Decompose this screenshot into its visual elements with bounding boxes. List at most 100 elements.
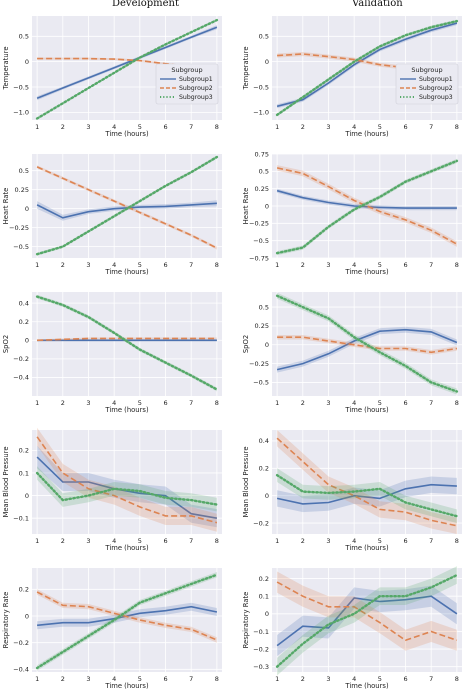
legend-label-subgroup2: Subgroup2 — [419, 85, 453, 92]
x-tick-label: 7 — [189, 675, 193, 683]
x-tick-label: 7 — [429, 537, 433, 545]
confidence-band-subgroup2 — [277, 430, 457, 534]
x-tick-label: 3 — [326, 537, 330, 545]
column-title-development: Development — [112, 0, 179, 9]
y-axis-label: Respiratory Rate — [242, 592, 250, 649]
series-line-subgroup3 — [275, 294, 459, 393]
panel-1-1: 1 2 3 4 5 6 7 8 −0.75 −0.5 −0.25 0 0.25 0.5 0.75 Time (… — [242, 150, 462, 276]
x-tick-label: 1 — [275, 123, 279, 131]
y-axis-label: SpO2 — [2, 335, 10, 353]
series-line-subgroup1 — [276, 189, 457, 209]
x-tick-label: 7 — [429, 675, 433, 683]
series-line-subgroup3 — [35, 155, 219, 256]
x-tick-label: 2 — [301, 675, 305, 683]
confidence-band-subgroup3 — [37, 466, 217, 512]
legend-label-subgroup1: Subgroup1 — [179, 76, 213, 83]
x-axis-label: Time (hours) — [104, 406, 149, 414]
y-tick-label: 0.2 — [259, 465, 269, 473]
x-tick-label: 6 — [403, 675, 407, 683]
x-tick-label: 2 — [301, 537, 305, 545]
x-tick-label: 4 — [352, 123, 356, 131]
x-axis-label: Time (hours) — [344, 406, 389, 414]
x-tick-label: 1 — [35, 399, 39, 407]
x-tick-label: 4 — [112, 261, 116, 269]
x-axis-label: Time (hours) — [344, 682, 389, 690]
y-tick-label: 0.1 — [259, 593, 269, 601]
series-line-subgroup2 — [277, 53, 457, 75]
x-tick-label: 6 — [163, 261, 167, 269]
x-tick-label: 7 — [429, 399, 433, 407]
x-tick-label: 1 — [35, 537, 39, 545]
y-tick-label: 0.25 — [255, 322, 269, 330]
x-tick-label: 5 — [378, 123, 382, 131]
x-tick-label: 3 — [86, 123, 90, 131]
y-tick-label: −0.2 — [13, 355, 29, 363]
series-line-subgroup3 — [35, 573, 219, 670]
legend-title: Subgroup — [411, 66, 442, 74]
series-line-subgroup3 — [275, 573, 459, 668]
legend-title: Subgroup — [171, 66, 202, 74]
y-tick-label: 0.5 — [259, 33, 269, 41]
x-tick-label: 1 — [275, 399, 279, 407]
x-tick-label: 8 — [215, 537, 219, 545]
y-axis-label: Mean Blood Pressure — [2, 446, 10, 517]
x-tick-label: 8 — [455, 261, 459, 269]
y-axis-label: Temperature — [242, 46, 250, 90]
panel-3-0: 1 2 3 4 5 6 7 8 −0.1 0 0.1 0.2 Time (hours) Mean Bloo… — [2, 427, 222, 552]
series-line-subgroup2 — [37, 337, 217, 342]
y-tick-label: −0.25 — [249, 220, 269, 228]
x-tick-label: 8 — [455, 399, 459, 407]
x-tick-label: 5 — [378, 399, 382, 407]
x-tick-label: 6 — [403, 123, 407, 131]
panel-background — [32, 154, 222, 258]
legend: Subgroup Subgroup1 Subgroup2 Subgroup3 — [155, 63, 219, 105]
panel-4-1: 1 2 3 4 5 6 7 8 −0.3 −0.2 −0.1 0 0.1 0.2 Time (hours) R… — [242, 566, 462, 690]
x-tick-label: 5 — [138, 537, 142, 545]
x-tick-label: 7 — [189, 537, 193, 545]
y-tick-label: −0.5 — [253, 237, 269, 245]
x-tick-label: 2 — [301, 399, 305, 407]
x-tick-label: 1 — [35, 261, 39, 269]
y-tick-label: 0.5 — [259, 303, 269, 311]
x-tick-label: 6 — [403, 261, 407, 269]
x-tick-label: 4 — [352, 537, 356, 545]
y-tick-label: −0.3 — [253, 663, 269, 671]
y-tick-label: −0.2 — [13, 639, 29, 647]
series-line-subgroup1 — [276, 22, 458, 108]
y-tick-label: −0.1 — [13, 514, 29, 522]
y-tick-label: 0.2 — [19, 447, 29, 455]
x-tick-label: 2 — [301, 123, 305, 131]
y-tick-label: −0.5 — [13, 83, 29, 91]
x-tick-label: 7 — [189, 399, 193, 407]
y-tick-label: −0.2 — [253, 645, 269, 653]
y-tick-label: −0.4 — [13, 374, 29, 382]
x-tick-label: 4 — [112, 399, 116, 407]
x-tick-label: 4 — [352, 261, 356, 269]
x-tick-label: 8 — [455, 537, 459, 545]
x-axis-label: Time (hours) — [344, 130, 389, 138]
panel-background — [272, 430, 462, 534]
series-line-subgroup1 — [276, 328, 458, 371]
x-tick-label: 3 — [86, 261, 90, 269]
legend-label-subgroup3: Subgroup3 — [179, 94, 213, 101]
y-tick-label: −1.0 — [13, 109, 29, 117]
series-line-subgroup1 — [276, 595, 458, 647]
legend-box — [395, 63, 459, 105]
y-tick-label: −0.4 — [13, 666, 29, 674]
series-line-subgroup3 — [35, 295, 219, 391]
y-tick-label: −0.25 — [9, 224, 29, 232]
x-tick-label: 8 — [215, 261, 219, 269]
series-line-subgroup3 — [275, 474, 459, 518]
y-tick-label: 0.75 — [255, 150, 269, 158]
series-line-subgroup2 — [36, 436, 218, 524]
x-tick-label: 3 — [326, 675, 330, 683]
x-tick-label: 8 — [455, 123, 459, 131]
panel-2-0: 1 2 3 4 5 6 7 8 −0.4 −0.2 0 0.2 0.4 Time (hours) SpO2 — [2, 292, 222, 414]
x-tick-label: 5 — [378, 675, 382, 683]
series-line-subgroup2 — [36, 591, 218, 641]
x-tick-label: 3 — [326, 123, 330, 131]
x-tick-label: 6 — [163, 123, 167, 131]
x-tick-label: 2 — [61, 537, 65, 545]
y-tick-label: 0 — [265, 58, 269, 66]
